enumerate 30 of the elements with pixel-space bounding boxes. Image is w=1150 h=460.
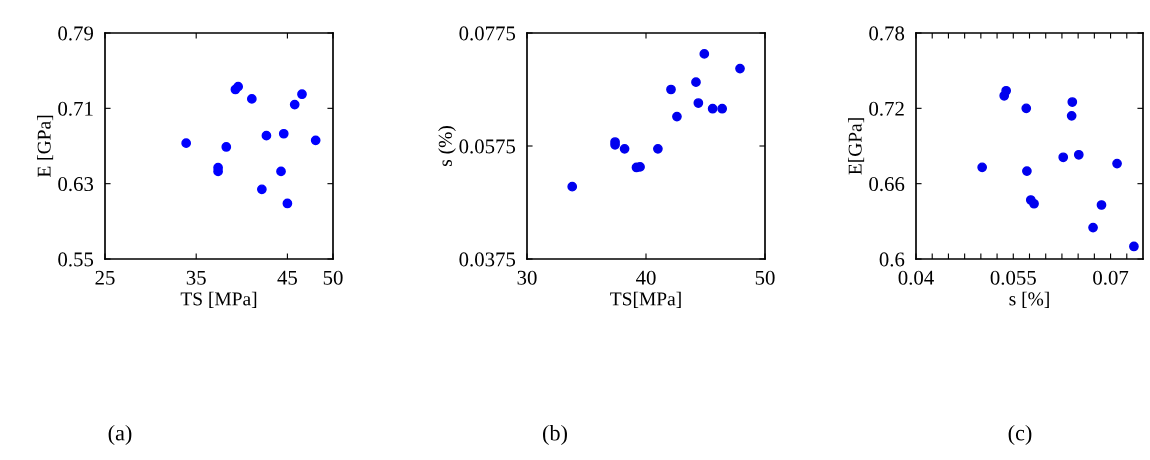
x-axis-title: s [%] xyxy=(1009,291,1049,308)
y-axis-title: E[GPa] xyxy=(848,118,865,175)
text: (b) xyxy=(543,424,567,446)
x-tick-label: 35 xyxy=(186,270,206,285)
y-tick-label: 0.78 xyxy=(869,26,905,41)
x-tick-label: 40 xyxy=(635,270,656,285)
x-tick-label: 0.055 xyxy=(990,270,1036,285)
y-tick-label: 0.72 xyxy=(869,101,904,116)
y-tick-label: 0.0775 xyxy=(459,26,516,41)
y-tick-label: 0.63 xyxy=(58,177,94,192)
y-tick-label: 0.55 xyxy=(58,252,94,267)
y-tick-label: 0.0375 xyxy=(459,252,516,267)
x-tick-label: 50 xyxy=(755,270,775,285)
y-tick-label: 0.6 xyxy=(879,252,905,267)
y-axis-title: s (%) xyxy=(438,126,456,166)
y-tick-label: 0.0575 xyxy=(459,139,516,154)
x-tick-label: 30 xyxy=(517,270,537,285)
x-axis-title: TS[MPa] xyxy=(610,291,681,308)
x-axis-title: TS [MPa] xyxy=(180,291,257,308)
x-tick-label: 0.07 xyxy=(1093,270,1129,285)
text: (c) xyxy=(1008,424,1032,446)
x-tick-label: 50 xyxy=(323,270,343,285)
x-tick-label: 45 xyxy=(277,270,297,285)
y-tick-label: 0.79 xyxy=(58,26,94,41)
x-tick-label: 0.04 xyxy=(898,270,934,285)
y-tick-label: 0.71 xyxy=(58,101,93,116)
y-axis-title: E [GPa] xyxy=(37,115,54,178)
y-tick-label: 0.66 xyxy=(869,177,905,192)
x-tick-label: 25 xyxy=(95,270,115,285)
text: (a) xyxy=(108,424,132,446)
